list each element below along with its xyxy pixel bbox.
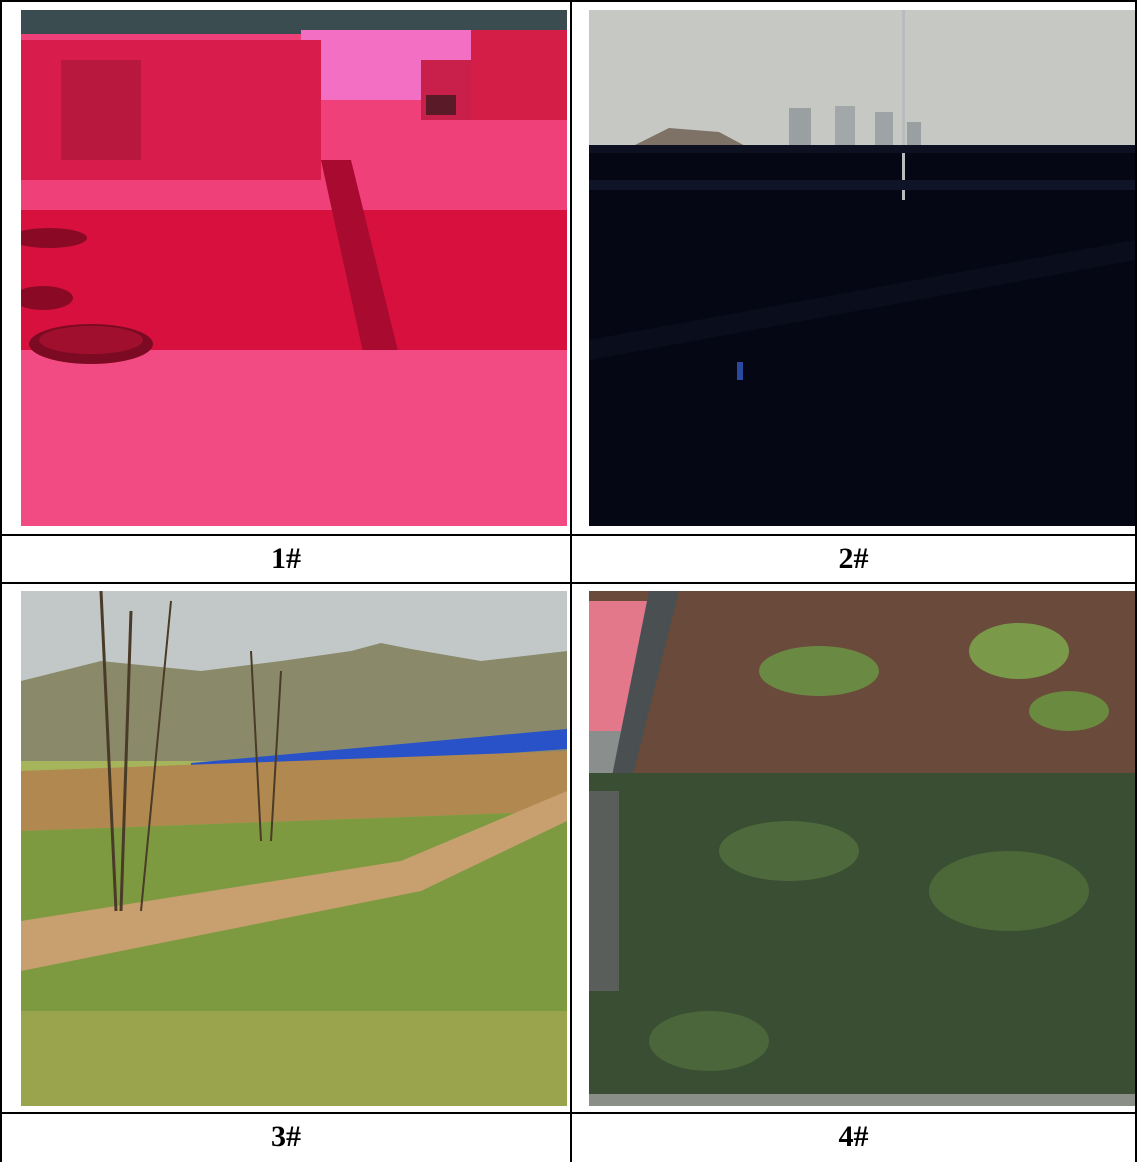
photo-1-road	[21, 10, 567, 526]
photo-4-aerial-field	[589, 591, 1135, 1106]
caption-1: 1#	[271, 542, 301, 575]
border-left	[0, 0, 2, 1162]
border-row1-bottom	[0, 534, 1137, 536]
border-middle-vertical	[570, 0, 572, 1162]
border-row2-bottom	[0, 582, 1137, 584]
border-row3-bottom	[0, 1112, 1137, 1114]
border-top	[0, 0, 1137, 2]
photo-2-dark-field	[589, 10, 1135, 526]
caption-2: 2#	[838, 542, 869, 575]
photo-3-green-field	[21, 591, 567, 1106]
border-right	[1135, 0, 1137, 1162]
caption-4: 4#	[838, 1120, 869, 1153]
caption-3: 3#	[271, 1120, 301, 1153]
